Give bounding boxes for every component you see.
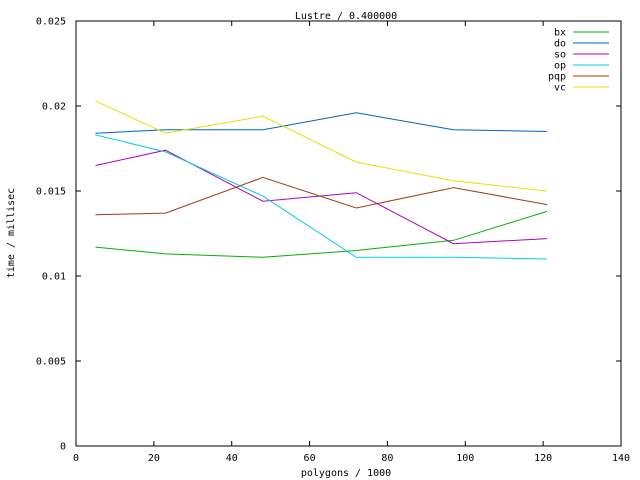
- x-tick-label: 140: [612, 453, 630, 464]
- y-axis: 0 0.005 0.01 0.015 0.02 0.025: [36, 17, 621, 453]
- series-line-bx: [95, 210, 548, 258]
- x-axis-label: polygons / 1000: [301, 468, 391, 479]
- y-tick-label: 0: [60, 442, 66, 453]
- x-tick-label: 80: [381, 453, 393, 464]
- series-line-so: [95, 149, 548, 245]
- y-tick-label: 0.015: [36, 187, 66, 198]
- y-tick-label: 0.02: [42, 102, 66, 113]
- legend-label-vc: vc: [554, 83, 566, 94]
- y-axis-label: time / millisec: [6, 188, 17, 278]
- x-tick-label: 60: [304, 453, 316, 464]
- legend-label-op: op: [554, 61, 566, 72]
- x-axis: 0 20 40 60 80 100 120 140: [73, 21, 630, 464]
- plot-frame: [75, 20, 622, 447]
- series-lines: [95, 100, 548, 260]
- series-line-pqp: [95, 176, 548, 216]
- x-tick-label: 0: [73, 453, 79, 464]
- series-line-op: [95, 134, 548, 260]
- x-tick-label: 120: [534, 453, 552, 464]
- legend-label-so: so: [554, 50, 566, 61]
- x-tick-label: 40: [226, 453, 238, 464]
- y-tick-label: 0.01: [42, 272, 66, 283]
- chart-title: Lustre / 0.400000: [295, 11, 397, 22]
- series-line-do: [95, 112, 548, 134]
- x-tick-label: 20: [148, 453, 160, 464]
- legend-label-do: do: [554, 39, 566, 50]
- y-tick-label: 0.005: [36, 357, 66, 368]
- y-tick-label: 0.025: [36, 17, 66, 28]
- legend-label-pqp: pqp: [548, 72, 566, 83]
- legend-label-bx: bx: [554, 28, 566, 39]
- x-tick-label: 100: [456, 453, 474, 464]
- series-line-vc: [95, 100, 548, 192]
